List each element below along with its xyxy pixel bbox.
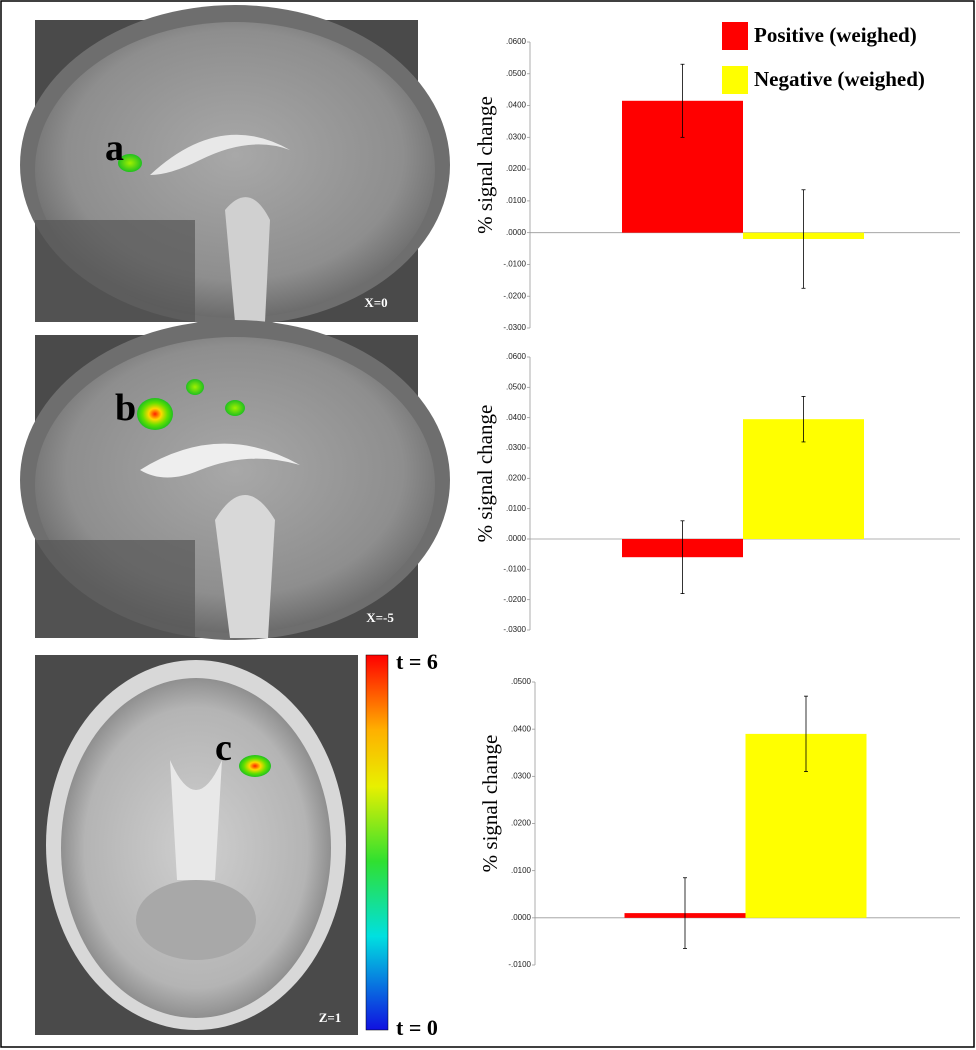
panel-letter: b <box>115 387 136 429</box>
y-tick-label: -.0300 <box>503 625 526 634</box>
error-bar <box>801 189 806 289</box>
panel-letter: a <box>105 127 124 169</box>
colorbar <box>365 654 389 1031</box>
legend-label: Positive (weighed) <box>754 23 917 47</box>
y-tick-label: .0400 <box>511 724 532 733</box>
panel-letter: c <box>215 727 232 769</box>
y-tick-label: .0200 <box>511 819 532 828</box>
brain-image <box>20 5 450 325</box>
legend-swatch <box>722 22 748 50</box>
colorbar-label: t = 6 <box>396 649 438 674</box>
y-tick-label: -.0200 <box>503 291 526 300</box>
legend-swatch <box>722 66 748 94</box>
y-tick-label: .0200 <box>506 473 527 482</box>
brain-image <box>20 320 450 640</box>
y-tick-label: .0500 <box>506 69 527 78</box>
coordinate-label: Z=1 <box>319 1010 342 1025</box>
y-tick-label: -.0300 <box>503 323 526 332</box>
y-tick-label: .0500 <box>511 677 532 686</box>
y-tick-label: -.0200 <box>503 595 526 604</box>
y-axis-label: % signal change <box>473 405 497 543</box>
error-bar <box>801 396 806 443</box>
colorbar-label: t = 0 <box>396 1015 438 1040</box>
y-tick-label: .0600 <box>506 352 527 361</box>
y-tick-label: .0200 <box>506 164 527 173</box>
y-tick-label: .0300 <box>506 443 527 452</box>
y-tick-label: .0000 <box>506 228 527 237</box>
y-tick-label: .0100 <box>511 866 532 875</box>
legend-label: Negative (weighed) <box>754 67 925 91</box>
error-bar <box>804 695 808 773</box>
y-tick-label: .0100 <box>506 196 527 205</box>
y-tick-label: .0300 <box>506 132 527 141</box>
error-bar <box>683 877 687 949</box>
y-tick-label: .0000 <box>511 913 532 922</box>
y-tick-label: .0300 <box>511 771 532 780</box>
y-tick-label: -.0100 <box>508 960 531 969</box>
y-tick-label: .0100 <box>506 504 527 513</box>
coordinate-label: X=-5 <box>366 610 394 625</box>
coordinate-label: X=0 <box>364 295 387 310</box>
y-tick-label: -.0100 <box>503 564 526 573</box>
error-bar <box>680 63 685 138</box>
y-tick-label: .0500 <box>506 382 527 391</box>
y-tick-label: -.0100 <box>503 260 526 269</box>
y-tick-label: .0000 <box>506 534 527 543</box>
y-axis-label: % signal change <box>478 735 502 873</box>
y-tick-label: .0400 <box>506 413 527 422</box>
y-axis-label: % signal change <box>473 96 497 234</box>
y-tick-label: .0600 <box>506 37 527 46</box>
brain-image <box>35 655 358 1035</box>
error-bar <box>680 520 685 594</box>
y-tick-label: .0400 <box>506 101 527 110</box>
